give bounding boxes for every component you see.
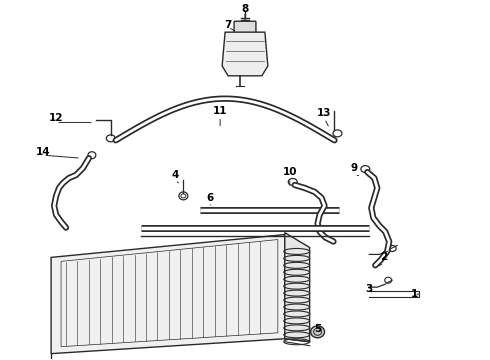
Polygon shape — [51, 235, 285, 354]
Text: 11: 11 — [213, 105, 227, 116]
Text: 5: 5 — [314, 324, 321, 334]
Ellipse shape — [311, 326, 324, 338]
Text: 14: 14 — [36, 147, 50, 157]
Polygon shape — [285, 233, 310, 342]
Text: 7: 7 — [224, 20, 232, 30]
Text: 1: 1 — [411, 289, 417, 299]
FancyBboxPatch shape — [234, 21, 256, 33]
Text: 2: 2 — [381, 252, 388, 262]
Text: 13: 13 — [318, 108, 332, 117]
Text: 4: 4 — [172, 170, 179, 180]
Text: 3: 3 — [366, 284, 373, 294]
Text: 10: 10 — [283, 167, 297, 177]
Text: 8: 8 — [242, 4, 248, 14]
Text: 12: 12 — [49, 113, 63, 123]
Text: 9: 9 — [351, 163, 358, 173]
Polygon shape — [222, 32, 268, 76]
Text: 6: 6 — [207, 193, 214, 203]
